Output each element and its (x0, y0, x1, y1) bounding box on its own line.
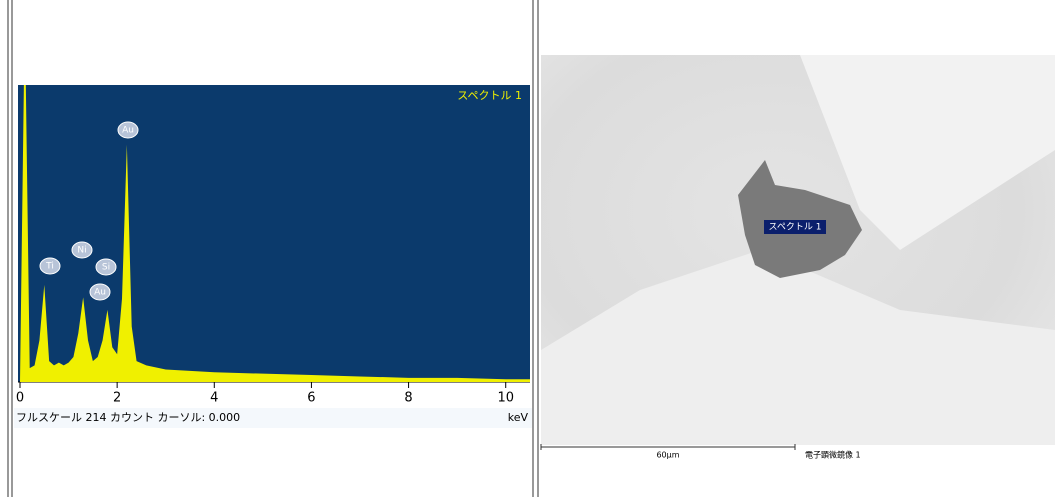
x-tick-label: 2 (113, 391, 121, 406)
x-tick-label: 8 (404, 391, 412, 406)
x-tick-label: 4 (210, 391, 218, 406)
sem-region (541, 250, 1055, 445)
image-caption: 電子顕微鏡像 1 (805, 450, 861, 460)
peak-label-bubble (89, 283, 111, 301)
peak-label: Au (94, 288, 106, 298)
peak-label-bubble (39, 257, 61, 275)
peak-label-bubble (95, 258, 117, 276)
x-tick-label: 10 (497, 391, 514, 406)
peak-label: Au (122, 126, 134, 136)
x-tick-label: 0 (16, 391, 24, 406)
status-text: フルスケール 214 カウント カーソル: 0.000 (16, 411, 240, 424)
x-tick-label: 6 (307, 391, 315, 406)
peak-label: Ni (77, 246, 86, 256)
scale-bar-label: 60µm (656, 451, 679, 460)
peak-label: Ti (45, 262, 54, 272)
peak-label-bubble (71, 241, 93, 259)
particle (738, 160, 862, 278)
spectrum-marker (764, 220, 826, 234)
peak-label: Si (102, 263, 110, 273)
spectrum-marker-label: スペクトル 1 (769, 222, 822, 233)
sem-region (800, 55, 1055, 250)
status-bar (14, 408, 532, 428)
peak-label-bubble (117, 121, 139, 139)
unit-label: keV (508, 411, 529, 424)
plot-area (18, 85, 530, 382)
spectrum-title: スペクトル 1 (457, 89, 522, 102)
